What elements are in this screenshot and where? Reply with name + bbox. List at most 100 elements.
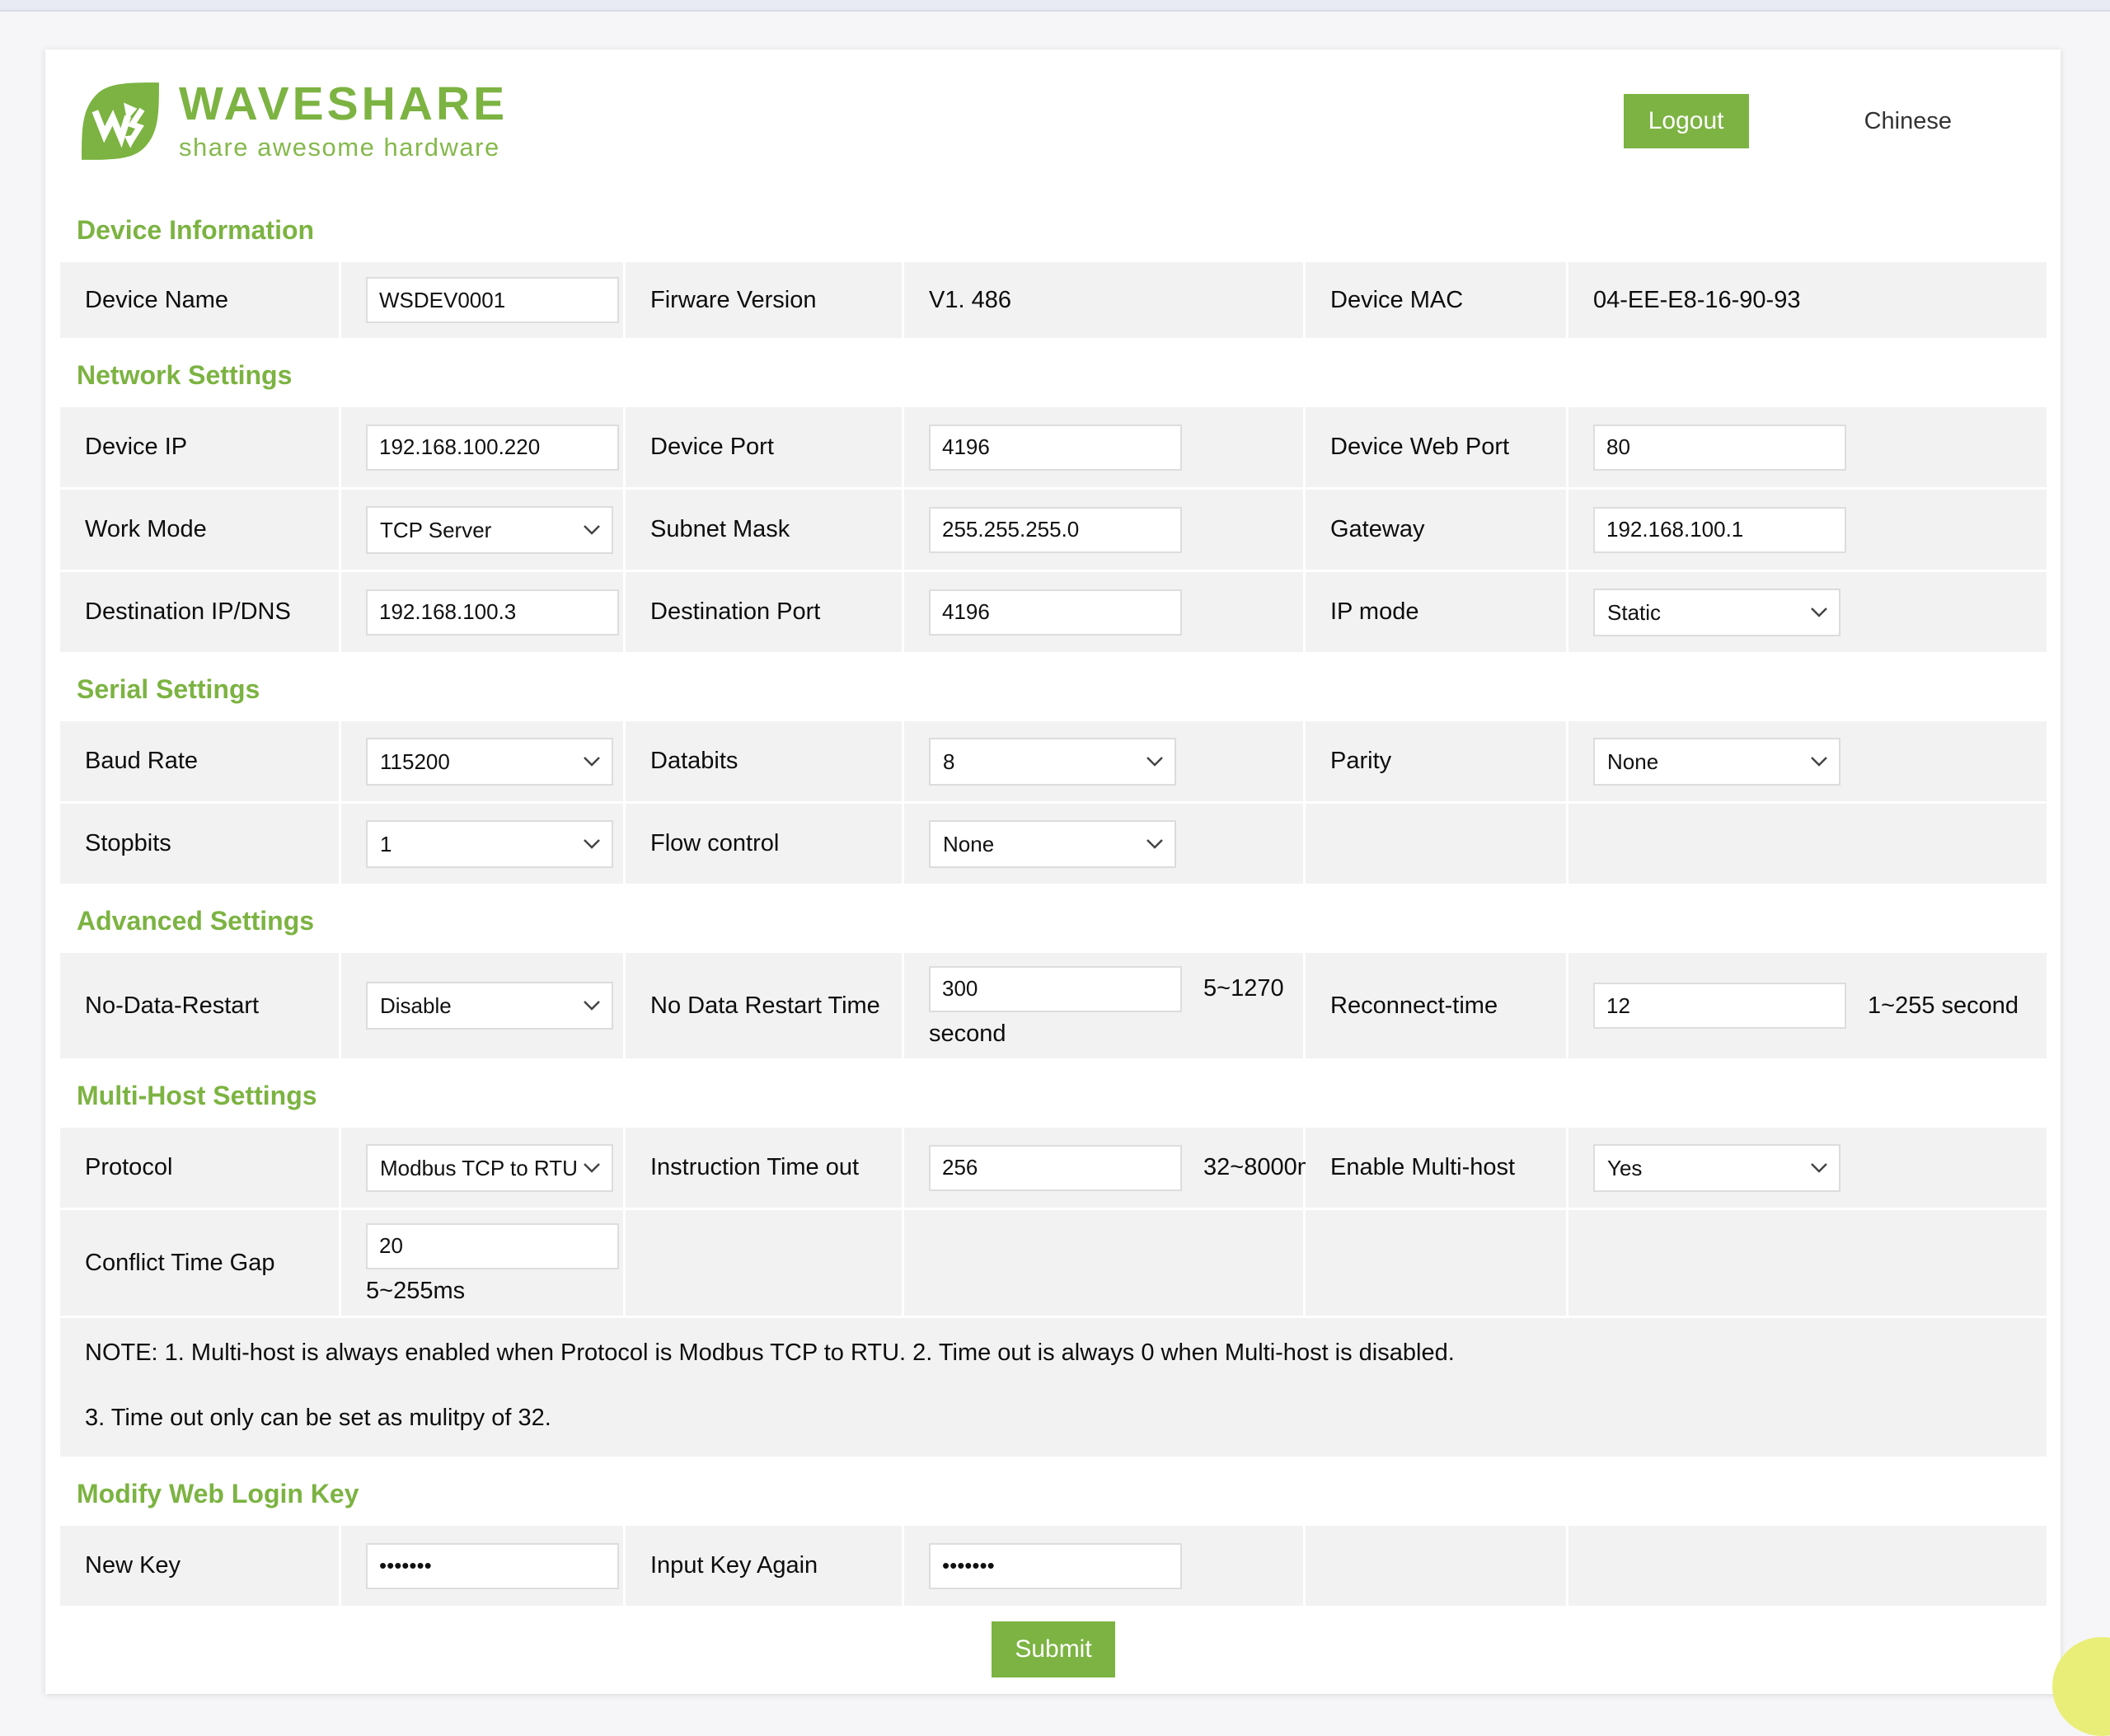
empty-cell <box>1568 1526 2047 1606</box>
databits-select[interactable]: 8 <box>931 739 1175 784</box>
work-mode-label: Work Mode <box>60 490 339 570</box>
device-mac-value: 04-EE-E8-16-90-93 <box>1568 262 2047 338</box>
top-accent-bar <box>0 0 2110 12</box>
submit-button[interactable]: Submit <box>992 1621 1115 1677</box>
empty-cell <box>1306 804 1566 884</box>
submit-area: Submit <box>60 1608 2047 1682</box>
databits-label: Databits <box>626 721 902 801</box>
new-key-label: New Key <box>60 1526 339 1606</box>
conflict-time-gap-input[interactable] <box>366 1222 619 1269</box>
restart-time-unit: second <box>929 1020 1006 1047</box>
destination-ip-input[interactable] <box>366 589 619 636</box>
logout-button[interactable]: Logout <box>1623 94 1749 148</box>
new-key-input[interactable] <box>366 1542 619 1589</box>
stopbits-select[interactable]: 1 <box>368 821 612 866</box>
empty-cell <box>1306 1210 1566 1316</box>
device-name-input[interactable] <box>366 277 619 323</box>
protocol-cell: Modbus TCP to RTU <box>341 1128 623 1208</box>
serial-row-2: Stopbits 1 Flow control None <box>60 804 2047 884</box>
conflict-gap-range-hint: 5~255ms <box>366 1277 466 1304</box>
no-data-restart-time-input[interactable] <box>929 965 1182 1012</box>
device-web-port-input[interactable] <box>1593 424 1846 471</box>
stopbits-label: Stopbits <box>60 804 339 884</box>
device-web-port-cell <box>1568 407 2047 487</box>
logo-text: WAVESHARE share awesome hardware <box>179 77 509 162</box>
parity-cell: None <box>1568 721 2047 801</box>
destination-port-cell <box>904 572 1303 652</box>
baud-rate-cell: 115200 <box>341 721 623 801</box>
waveshare-leaf-icon <box>78 79 162 163</box>
multi-host-row-2: Conflict Time Gap 5~255ms <box>60 1210 2047 1316</box>
device-web-port-label: Device Web Port <box>1306 407 1566 487</box>
destination-port-input[interactable] <box>929 589 1182 636</box>
firmware-version-label: Firware Version <box>626 262 902 338</box>
language-switch-link[interactable]: Chinese <box>1864 107 1952 134</box>
empty-cell <box>1568 1210 2047 1316</box>
work-mode-select[interactable]: TCP Server <box>368 507 612 552</box>
logo-subtitle: share awesome hardware <box>179 132 500 162</box>
parity-label: Parity <box>1306 721 1566 801</box>
parity-select[interactable]: None <box>1595 739 1839 784</box>
destination-ip-cell <box>341 572 623 652</box>
note-line-1: NOTE: 1. Multi-host is always enabled wh… <box>85 1340 1455 1366</box>
firmware-version-value: V1. 486 <box>904 262 1303 338</box>
no-data-restart-cell: Disable <box>341 953 623 1058</box>
enable-multi-host-label: Enable Multi-host <box>1306 1128 1566 1208</box>
section-title-advanced-settings: Advanced Settings <box>77 906 315 936</box>
logo-title: WAVESHARE <box>179 77 509 130</box>
device-ip-cell <box>341 407 623 487</box>
gateway-input[interactable] <box>1593 506 1846 553</box>
advanced-row: No-Data-Restart Disable No Data Restart … <box>60 953 2047 1058</box>
corner-accent-circle[interactable] <box>2052 1637 2110 1736</box>
reconnect-time-label: Reconnect-time <box>1306 953 1566 1058</box>
conflict-time-gap-label: Conflict Time Gap <box>60 1210 339 1316</box>
device-ip-label: Device IP <box>60 407 339 487</box>
no-data-restart-label: No-Data-Restart <box>60 953 339 1058</box>
section-title-network-settings: Network Settings <box>77 360 293 390</box>
section-title-serial-settings: Serial Settings <box>77 674 260 704</box>
multi-host-row-1: Protocol Modbus TCP to RTU Instruction T… <box>60 1128 2047 1208</box>
reconnect-range-hint: 1~255 second <box>1868 992 2019 1019</box>
device-port-cell <box>904 407 1303 487</box>
input-key-again-cell <box>904 1526 1303 1606</box>
gateway-cell <box>1568 490 2047 570</box>
subnet-mask-input[interactable] <box>929 506 1182 553</box>
note-line-2: 3. Time out only can be set as mulitpy o… <box>85 1405 551 1431</box>
serial-row-1: Baud Rate 115200 Databits 8 Parity None <box>60 721 2047 801</box>
input-key-again-input[interactable] <box>929 1542 1182 1589</box>
ip-mode-label: IP mode <box>1306 572 1566 652</box>
device-info-row: Device Name Firware Version V1. 486 Devi… <box>60 262 2047 338</box>
device-ip-input[interactable] <box>366 424 619 471</box>
ip-mode-select[interactable]: Static <box>1595 589 1839 635</box>
settings-page-card: WAVESHARE share awesome hardware Logout … <box>45 49 2061 1694</box>
work-mode-cell: TCP Server <box>341 490 623 570</box>
network-row-3: Destination IP/DNS Destination Port IP m… <box>60 572 2047 652</box>
subnet-mask-cell <box>904 490 1303 570</box>
login-key-row: New Key Input Key Again <box>60 1526 2047 1606</box>
restart-time-range-hint: 5~1270 <box>1203 975 1284 1002</box>
flow-control-cell: None <box>904 804 1303 884</box>
flow-control-select[interactable]: None <box>931 821 1175 866</box>
reconnect-time-input[interactable] <box>1593 983 1846 1029</box>
destination-port-label: Destination Port <box>626 572 902 652</box>
ip-mode-cell: Static <box>1568 572 2047 652</box>
network-row-2: Work Mode TCP Server Subnet Mask Gateway <box>60 490 2047 570</box>
network-row-1: Device IP Device Port Device Web Port <box>60 407 2047 487</box>
enable-multi-host-cell: Yes <box>1568 1128 2047 1208</box>
no-data-restart-select[interactable]: Disable <box>368 983 612 1028</box>
enable-multi-host-select[interactable]: Yes <box>1595 1145 1839 1190</box>
new-key-cell <box>341 1526 623 1606</box>
empty-cell <box>1306 1526 1566 1606</box>
no-data-restart-time-label: No Data Restart Time <box>626 953 902 1058</box>
baud-rate-select[interactable]: 115200 <box>368 739 612 784</box>
instruction-timeout-input[interactable] <box>929 1144 1182 1191</box>
header-actions: Logout Chinese <box>1623 94 1952 148</box>
no-data-restart-time-cell: 5~1270 second <box>904 953 1303 1058</box>
input-key-again-label: Input Key Again <box>626 1526 902 1606</box>
destination-ip-label: Destination IP/DNS <box>60 572 339 652</box>
device-port-label: Device Port <box>626 407 902 487</box>
device-name-cell <box>341 262 623 338</box>
device-port-input[interactable] <box>929 424 1182 471</box>
protocol-label: Protocol <box>60 1128 339 1208</box>
protocol-select[interactable]: Modbus TCP to RTU <box>368 1145 612 1190</box>
